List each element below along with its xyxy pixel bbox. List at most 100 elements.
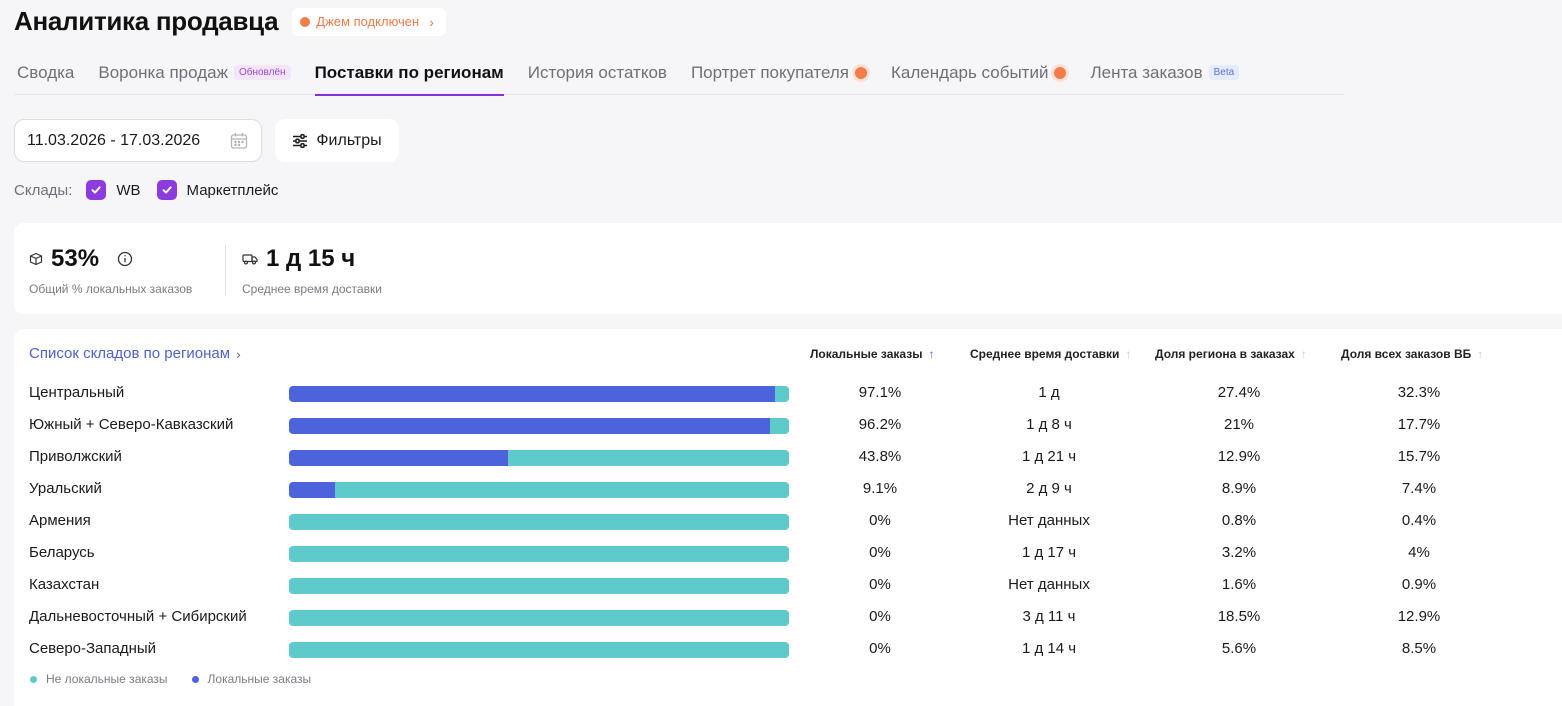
local-orders-bar: [289, 386, 789, 402]
warehouses-list-link[interactable]: Список складов по регионам ›: [29, 345, 241, 362]
legend-item-non-local: Не локальные заказы: [30, 672, 168, 686]
local-orders-stat: 53% Общий % локальных заказов: [29, 245, 192, 296]
table-row[interactable]: Казахстан 0% Нет данных 1.6% 0.9%: [14, 570, 1562, 602]
warehouse-label: Маркетплейс: [186, 181, 279, 199]
local-orders-bar-fill: [289, 418, 770, 434]
tab-events-calendar[interactable]: Календарь событий: [891, 52, 1067, 95]
local-orders-cell: 0%: [869, 512, 891, 529]
bar-legend: Не локальные заказы Локальные заказы: [30, 672, 335, 686]
avg-delivery-cell: 1 д 14 ч: [1021, 640, 1077, 657]
region-name: Южный + Северо-Кавказский: [29, 416, 234, 433]
local-orders-bar: [289, 514, 789, 530]
column-header-region-share[interactable]: Доля региона в заказах ↑: [1155, 347, 1307, 361]
local-orders-bar: [289, 578, 789, 594]
table-row[interactable]: Центральный 97.1% 1 д 27.4% 32.3%: [14, 378, 1562, 410]
local-orders-bar: [289, 450, 789, 466]
info-icon[interactable]: [117, 251, 133, 267]
legend-label: Локальные заказы: [207, 672, 312, 686]
local-orders-cell: 0%: [869, 576, 891, 593]
tabs-bar: Сводка Воронка продаж Обновлён Поставки …: [14, 52, 1344, 96]
checkbox-checked-icon: [156, 180, 177, 200]
tab-regional-supplies[interactable]: Поставки по регионам: [314, 52, 504, 96]
region-share-cell: 27.4%: [1217, 384, 1261, 401]
wb-share-cell: 17.7%: [1397, 416, 1441, 433]
tab-buyer-portrait[interactable]: Портрет покупателя: [690, 52, 868, 95]
filters-button[interactable]: Фильтры: [275, 119, 399, 162]
updated-badge: Обновлён: [233, 65, 291, 80]
wb-share-cell: 8.5%: [1401, 640, 1437, 657]
tab-label: Лента заказов: [1090, 62, 1203, 82]
local-orders-cell: 97.1%: [858, 384, 902, 401]
warehouse-checkbox-wb[interactable]: WB: [86, 180, 141, 200]
warehouses-label: Склады:: [14, 181, 73, 199]
date-range-value: 11.03.2026 - 17.03.2026: [27, 131, 201, 149]
sort-up-icon: ↑: [1125, 347, 1132, 361]
tab-label: Сводка: [17, 62, 75, 82]
chevron-right-icon: ›: [429, 13, 434, 30]
tab-label: История остатков: [527, 62, 667, 82]
region-share-cell: 18.5%: [1217, 608, 1261, 625]
avg-delivery-cell: 1 д 17 ч: [1021, 544, 1077, 561]
jam-badge-label: Джем подключен: [316, 14, 420, 29]
avg-delivery-cell: 1 д: [1038, 384, 1060, 401]
region-share-cell: 0.8%: [1221, 512, 1257, 529]
column-header-wb-share[interactable]: Доля всех заказов ВБ ↑: [1341, 347, 1483, 361]
column-header-label: Локальные заказы: [810, 347, 923, 361]
region-share-cell: 1.6%: [1221, 576, 1257, 593]
region-name: Приволжский: [29, 448, 122, 465]
notification-dot-icon: [1054, 66, 1067, 79]
avg-delivery-label: Среднее время доставки: [242, 282, 382, 296]
regions-table-card: Список складов по регионам › Локальные з…: [14, 329, 1562, 706]
region-share-cell: 3.2%: [1221, 544, 1257, 561]
table-row[interactable]: Уральский 9.1% 2 д 9 ч 8.9% 7.4%: [14, 474, 1562, 506]
box-icon: [29, 252, 43, 266]
local-orders-bar: [289, 642, 789, 658]
region-share-cell: 5.6%: [1221, 640, 1257, 657]
region-share-cell: 8.9%: [1221, 480, 1257, 497]
tab-stock-history[interactable]: История остатков: [528, 52, 667, 95]
local-orders-cell: 96.2%: [858, 416, 902, 433]
local-orders-cell: 9.1%: [862, 480, 898, 497]
legend-dot-icon: [30, 675, 37, 683]
tab-label: Портрет покупателя: [690, 62, 850, 82]
tab-summary[interactable]: Сводка: [14, 52, 74, 95]
column-header-avg-delivery[interactable]: Среднее время доставки ↑: [970, 347, 1131, 361]
region-name: Центральный: [29, 384, 125, 401]
region-name: Северо-Западный: [29, 640, 157, 657]
region-name: Казахстан: [29, 576, 100, 593]
table-row[interactable]: Южный + Северо-Кавказский 96.2% 1 д 8 ч 21%…: [14, 410, 1562, 442]
jam-connected-badge[interactable]: Джем подключен ›: [292, 7, 446, 36]
page-header: Аналитика продавца Джем подключен ›: [14, 6, 446, 37]
column-header-local-orders[interactable]: Локальные заказы ↑: [810, 347, 934, 361]
legend-label: Не локальные заказы: [46, 672, 168, 686]
sort-up-icon: ↑: [1477, 347, 1484, 361]
local-orders-cell: 0%: [869, 608, 891, 625]
sort-up-icon: ↑: [1300, 347, 1307, 361]
region-name: Беларусь: [29, 544, 95, 561]
warehouses-filter: Склады: WB Маркетплейс: [14, 180, 294, 200]
column-header-label: Доля региона в заказах: [1155, 347, 1295, 361]
table-row[interactable]: Беларусь 0% 1 д 17 ч 3.2% 4%: [14, 538, 1562, 570]
stats-divider: [225, 245, 226, 295]
warehouse-checkbox-marketplace[interactable]: Маркетплейс: [156, 180, 279, 200]
local-orders-bar: [289, 610, 789, 626]
wb-share-cell: 4%: [1408, 544, 1430, 561]
local-orders-bar: [289, 482, 789, 498]
local-orders-bar: [289, 546, 789, 562]
region-name: Дальневосточный + Сибирский: [29, 608, 247, 625]
local-orders-percent: 53%: [51, 245, 100, 272]
table-row[interactable]: Дальневосточный + Сибирский 0% 3 д 11 ч 18.…: [14, 602, 1562, 634]
tab-sales-funnel[interactable]: Воронка продаж Обновлён: [98, 52, 291, 95]
table-row[interactable]: Северо-Западный 0% 1 д 14 ч 5.6% 8.5%: [14, 634, 1562, 666]
local-orders-bar-fill: [289, 386, 775, 402]
wb-share-cell: 0.9%: [1401, 576, 1437, 593]
jam-status-dot-icon: [300, 16, 311, 27]
calendar-icon: [230, 132, 248, 149]
tab-label: Поставки по регионам: [314, 62, 504, 82]
table-row[interactable]: Армения 0% Нет данных 0.8% 0.4%: [14, 506, 1562, 538]
region-share-cell: 21%: [1223, 416, 1255, 433]
table-row[interactable]: Приволжский 43.8% 1 д 21 ч 12.9% 15.7%: [14, 442, 1562, 474]
avg-delivery-cell: 1 д 21 ч: [1021, 448, 1077, 465]
date-range-picker[interactable]: 11.03.2026 - 17.03.2026: [14, 119, 262, 162]
tab-orders-feed[interactable]: Лента заказов Beta: [1090, 52, 1240, 95]
